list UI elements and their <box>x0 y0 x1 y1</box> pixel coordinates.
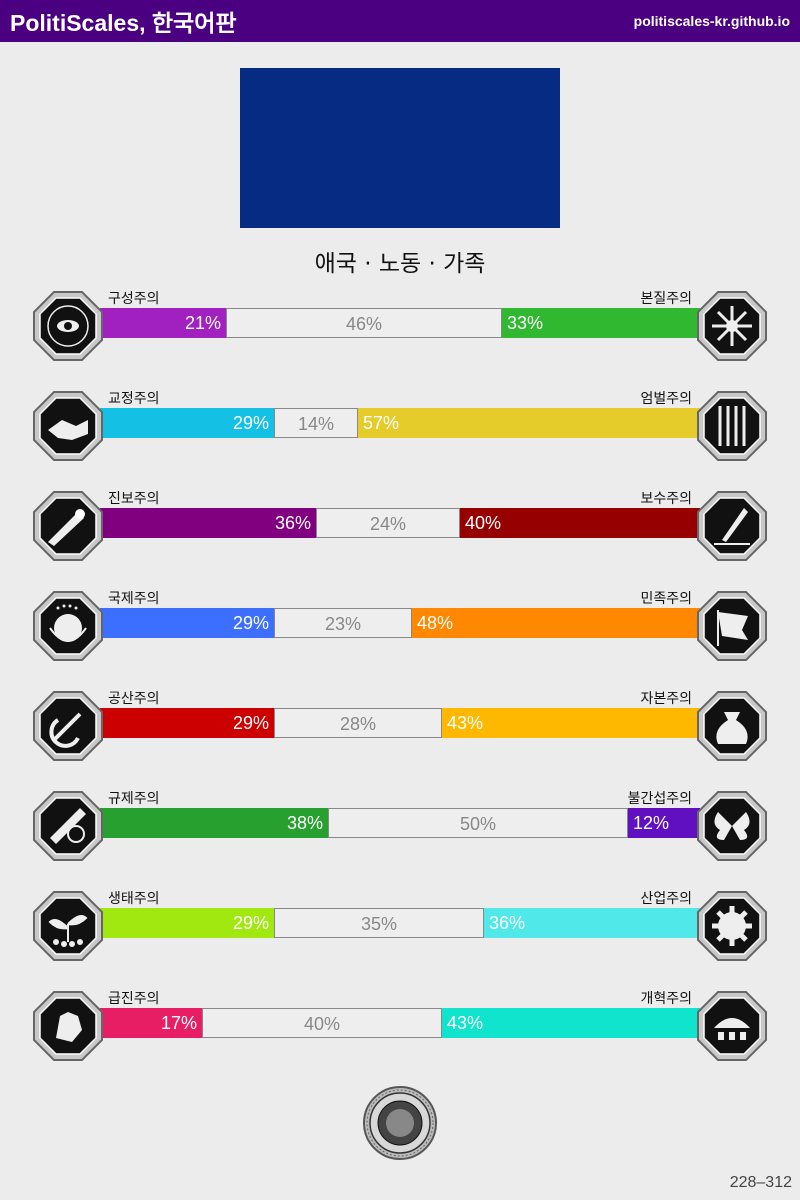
axis-center-segment: 23% <box>274 608 412 638</box>
parliament-icon <box>696 990 768 1062</box>
quill-pen-icon <box>696 490 768 562</box>
axis-center-segment: 28% <box>274 708 442 738</box>
app-title: PolitiScales, 한국어판 <box>10 10 237 36</box>
axis-right-segment: 40% <box>460 508 700 538</box>
axis-bar: 36% 24% 40% <box>100 508 700 538</box>
axis-bar: 29% 14% 57% <box>100 408 700 438</box>
axis-row: 공산주의 자본주의 29% 28% 43% <box>0 688 800 768</box>
ideology-slogan: 애국 · 노동 · 가족 <box>314 251 486 277</box>
axis-center-segment: 14% <box>274 408 358 438</box>
comet-icon <box>32 490 104 562</box>
axis-left-segment: 29% <box>100 708 274 738</box>
axis-left-label: 국제주의 <box>108 591 160 607</box>
handshake-icon <box>32 390 104 462</box>
money-bag-icon <box>696 690 768 762</box>
axis-right-segment: 12% <box>628 808 700 838</box>
axis-row: 진보주의 보수주의 36% 24% 40% <box>0 488 800 568</box>
butterfly-icon <box>696 790 768 862</box>
axis-bar: 29% 28% 43% <box>100 708 700 738</box>
axis-row: 구성주의 본질주의 21% 46% 33% <box>0 288 800 368</box>
axis-center-segment: 46% <box>226 308 502 338</box>
axis-center-segment: 40% <box>202 1008 442 1038</box>
axis-row: 생태주의 산업주의 29% 35% 36% <box>0 888 800 968</box>
axis-left-label: 공산주의 <box>108 691 160 707</box>
axis-center-segment: 50% <box>328 808 628 838</box>
eye-globe-icon <box>32 290 104 362</box>
axis-row: 급진주의 개혁주의 17% 40% 43% <box>0 988 800 1068</box>
un-globe-icon <box>32 590 104 662</box>
ruler-icon <box>32 790 104 862</box>
axis-center-segment: 35% <box>274 908 484 938</box>
axis-right-segment: 48% <box>412 608 700 638</box>
axis-left-segment: 29% <box>100 608 274 638</box>
axis-right-segment: 33% <box>502 308 700 338</box>
axis-right-label: 민족주의 <box>640 591 692 607</box>
axis-right-label: 개혁주의 <box>640 991 692 1007</box>
axis-left-segment: 29% <box>100 408 274 438</box>
axis-left-segment: 21% <box>100 308 226 338</box>
hammer-sickle-icon <box>32 690 104 762</box>
prison-bars-icon <box>696 390 768 462</box>
axis-left-segment: 29% <box>100 908 274 938</box>
flag <box>240 68 560 228</box>
axis-bar: 38% 50% 12% <box>100 808 700 838</box>
axis-left-label: 급진주의 <box>108 991 160 1007</box>
axis-right-label: 자본주의 <box>640 691 692 707</box>
result-code: 228–312 <box>729 1174 792 1191</box>
axis-left-label: 구성주의 <box>108 291 160 307</box>
axis-right-label: 본질주의 <box>640 291 692 307</box>
axis-bar: 29% 23% 48% <box>100 608 700 638</box>
axis-right-label: 엄벌주의 <box>640 391 692 407</box>
axis-bar: 17% 40% 43% <box>100 1008 700 1038</box>
header-bar: PolitiScales, 한국어판 politiscales-kr.githu… <box>0 0 800 42</box>
axis-right-label: 산업주의 <box>640 891 692 907</box>
axis-left-segment: 36% <box>100 508 316 538</box>
axis-left-label: 교정주의 <box>108 391 160 407</box>
axis-row: 규제주의 불간섭주의 38% 50% 12% <box>0 788 800 868</box>
axis-right-segment: 57% <box>358 408 700 438</box>
axis-bar: 21% 46% 33% <box>100 308 700 338</box>
axis-right-segment: 36% <box>484 908 700 938</box>
axis-right-segment: 43% <box>442 708 700 738</box>
axis-left-label: 규제주의 <box>108 791 160 807</box>
axis-left-label: 생태주의 <box>108 891 160 907</box>
gear-icon <box>696 890 768 962</box>
seal-icon <box>362 1085 438 1161</box>
axis-left-segment: 38% <box>100 808 328 838</box>
axis-row: 국제주의 민족주의 29% 23% 48% <box>0 588 800 668</box>
axis-bar: 29% 35% 36% <box>100 908 700 938</box>
axis-right-label: 보수주의 <box>640 491 692 507</box>
axis-center-segment: 24% <box>316 508 460 538</box>
dna-flower-icon <box>696 290 768 362</box>
flag-icon <box>696 590 768 662</box>
axis-left-label: 진보주의 <box>108 491 160 507</box>
axis-right-segment: 43% <box>442 1008 700 1038</box>
axis-left-segment: 17% <box>100 1008 202 1038</box>
sprout-icon <box>32 890 104 962</box>
fist-icon <box>32 990 104 1062</box>
axis-row: 교정주의 엄벌주의 29% 14% 57% <box>0 388 800 468</box>
site-url[interactable]: politiscales-kr.github.io <box>633 13 790 29</box>
axis-right-label: 불간섭주의 <box>627 791 692 807</box>
